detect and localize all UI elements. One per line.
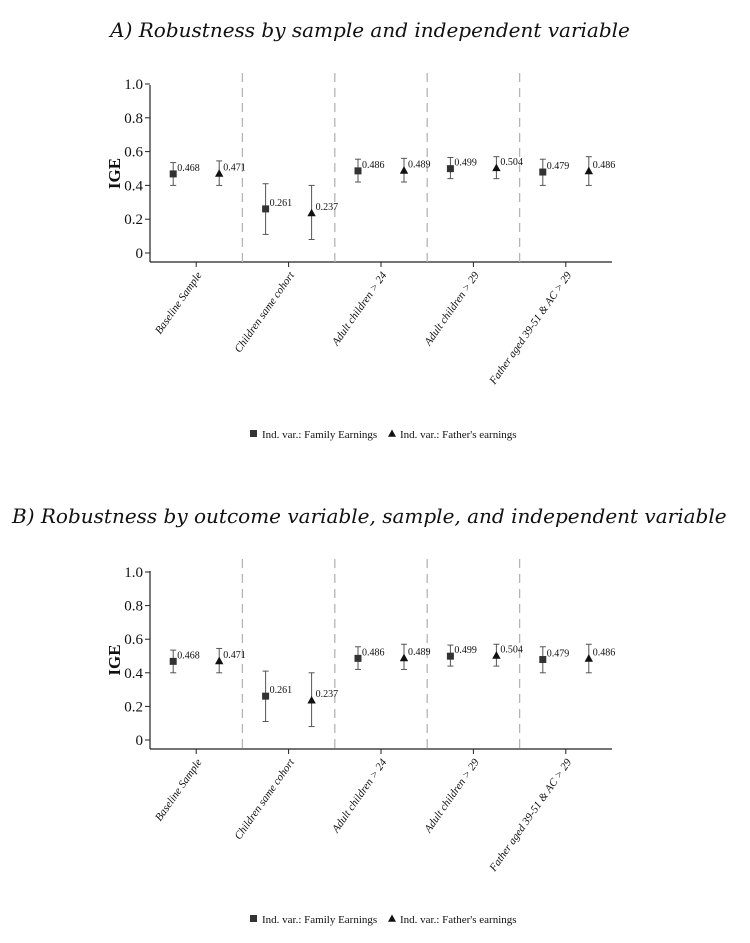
data-point-square	[169, 170, 177, 178]
legend-label-father: Ind. var.: Father's earnings	[400, 914, 517, 926]
legend-square-marker	[250, 430, 257, 437]
data-label: 0.237	[316, 202, 339, 213]
data-point-square	[446, 165, 454, 173]
y-axis-label: IGE	[105, 644, 124, 675]
data-label: 0.499	[454, 645, 477, 656]
data-label: 0.489	[408, 159, 431, 170]
legend: Ind. var.: Family Earnings Ind. var.: Fat…	[250, 429, 517, 441]
data-label: 0.504	[500, 157, 523, 168]
data-point-square	[446, 652, 454, 660]
y-tick-label: 0	[136, 246, 144, 262]
data-label: 0.486	[593, 160, 616, 171]
legend-square-marker	[250, 915, 257, 922]
legend-label-father: Ind. var.: Father's earnings	[400, 429, 517, 441]
x-tick-label: Father aged 39-51 & AC > 29	[487, 269, 575, 387]
data-label: 0.504	[500, 644, 523, 655]
data-label: 0.261	[270, 685, 293, 696]
data-point-triangle	[584, 166, 593, 175]
y-tick-label: 0.6	[124, 632, 143, 648]
data-point-square	[262, 205, 270, 213]
y-tick-label: 0.4	[124, 178, 143, 194]
data-label: 0.468	[177, 163, 200, 174]
data-point-triangle	[584, 654, 593, 662]
legend-triangle-marker	[388, 429, 396, 437]
y-tick-label: 0.2	[124, 699, 143, 715]
chart-title: A) Robustness by sample and independent …	[108, 18, 630, 42]
data-point-triangle	[492, 651, 501, 659]
x-tick-label: Father aged 39-51 & AC > 29	[487, 756, 575, 874]
data-label: 0.237	[316, 689, 339, 700]
data-point-triangle	[307, 208, 316, 217]
x-tick-label: Children same cohort	[232, 269, 297, 355]
data-point-square	[354, 167, 362, 175]
x-tick-label: Baseline Sample	[153, 270, 205, 337]
data-point-triangle	[399, 653, 409, 662]
data-point-triangle	[492, 163, 501, 172]
x-tick-label: Adult children > 24	[329, 269, 389, 348]
y-tick-label: 1.0	[124, 565, 143, 581]
data-point-square	[169, 657, 177, 665]
data-point-square	[262, 692, 270, 700]
chart-panel-b: B) Robustness by outcome variable, sampl…	[11, 504, 727, 926]
data-point-square	[539, 168, 547, 176]
data-point-square	[354, 654, 362, 662]
data-label: 0.479	[547, 649, 570, 660]
data-label: 0.479	[547, 161, 570, 172]
legend-label-family: Ind. var.: Family Earnings	[262, 429, 377, 441]
x-tick-label: Adult children > 29	[422, 756, 482, 835]
y-axis-label: IGE	[105, 158, 124, 189]
y-tick-label: 0.8	[124, 111, 143, 127]
data-label: 0.486	[362, 647, 385, 658]
y-tick-label: 1.0	[124, 77, 143, 93]
y-tick-label: 0.6	[124, 145, 143, 161]
y-tick-label: 0.2	[124, 212, 143, 228]
data-point-square	[539, 656, 547, 664]
x-tick-label: Adult children > 29	[422, 269, 482, 348]
chart-title: B) Robustness by outcome variable, sampl…	[11, 504, 727, 528]
y-tick-label: 0.8	[124, 599, 143, 615]
data-label: 0.499	[454, 158, 477, 169]
data-label: 0.471	[223, 650, 246, 661]
data-label: 0.486	[362, 160, 385, 171]
legend-triangle-marker	[388, 914, 396, 922]
data-point-triangle	[399, 166, 409, 174]
legend-label-family: Ind. var.: Family Earnings	[262, 914, 377, 926]
x-tick-label: Children same cohort	[232, 756, 297, 842]
legend: Ind. var.: Family Earnings Ind. var.: Fat…	[250, 914, 517, 926]
x-tick-label: Baseline Sample	[153, 757, 205, 824]
data-label: 0.468	[177, 650, 200, 661]
y-tick-label: 0	[136, 733, 144, 749]
data-point-triangle	[307, 695, 316, 704]
data-label: 0.261	[270, 198, 293, 209]
data-point-triangle	[215, 656, 224, 665]
y-tick-label: 0.4	[124, 666, 143, 682]
chart-panel-a: A) Robustness by sample and independent …	[105, 18, 630, 441]
x-tick-label: Adult children > 24	[329, 756, 389, 835]
data-label: 0.486	[593, 647, 616, 658]
data-label: 0.471	[223, 162, 246, 173]
data-point-triangle	[215, 169, 224, 177]
data-label: 0.489	[408, 647, 431, 658]
